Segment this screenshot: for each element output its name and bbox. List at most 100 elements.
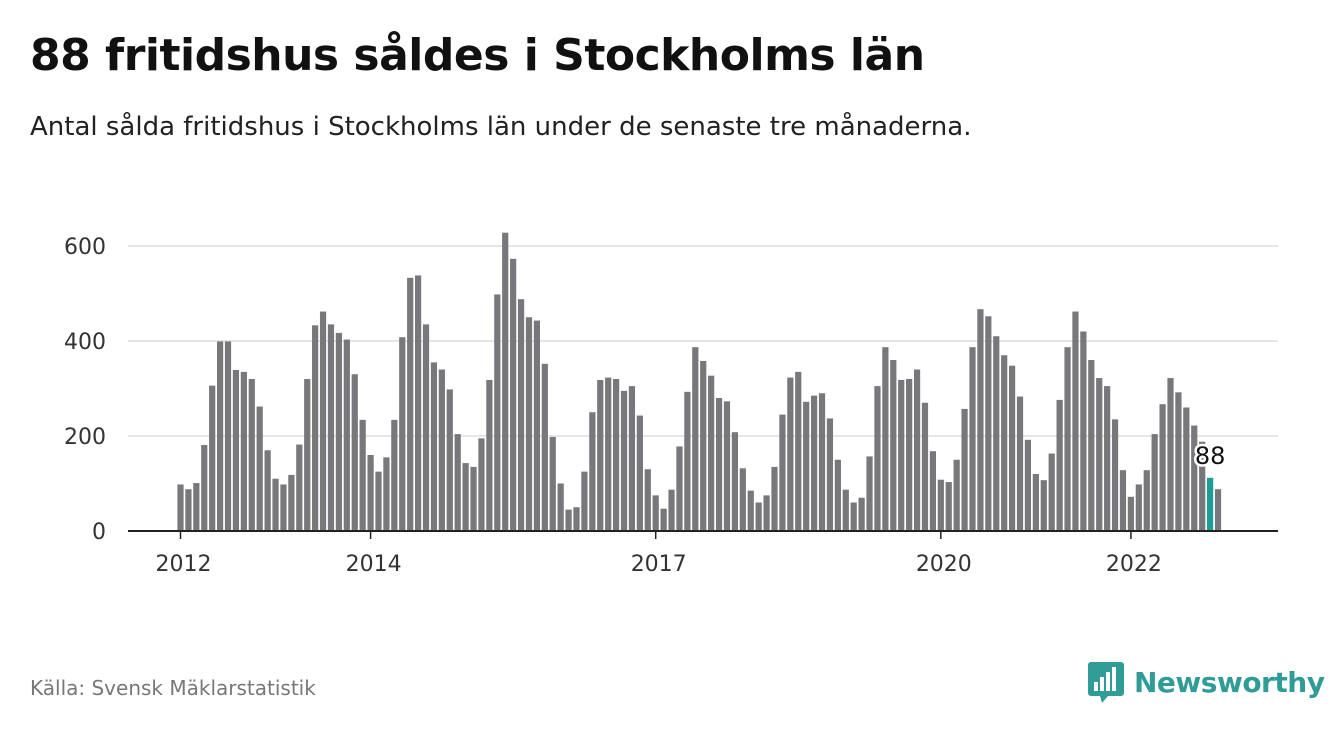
x-tick-label: 2017 bbox=[631, 552, 687, 577]
bar bbox=[185, 489, 192, 531]
bar bbox=[343, 339, 350, 531]
bar bbox=[1183, 407, 1190, 531]
bar bbox=[921, 402, 929, 531]
bar bbox=[961, 408, 968, 531]
bar bbox=[906, 379, 913, 531]
y-tick-label: 400 bbox=[64, 330, 106, 355]
bar-chart: 0 200 400 600 2012 2014 2017 2020 2022 88 bbox=[64, 232, 1278, 577]
bar bbox=[256, 406, 263, 531]
bar bbox=[462, 463, 469, 531]
bar bbox=[890, 360, 897, 531]
bar bbox=[296, 444, 303, 531]
bar bbox=[446, 389, 453, 531]
bar bbox=[430, 362, 438, 531]
bar bbox=[415, 275, 422, 531]
bar bbox=[652, 495, 659, 531]
bar bbox=[708, 375, 715, 531]
bar bbox=[557, 483, 564, 531]
bar bbox=[676, 446, 683, 531]
bar bbox=[597, 379, 604, 531]
bar bbox=[953, 459, 960, 531]
bar bbox=[533, 320, 540, 531]
y-tick-label: 600 bbox=[64, 235, 106, 260]
bar bbox=[312, 325, 319, 531]
bar bbox=[1064, 347, 1071, 531]
bar bbox=[771, 466, 778, 531]
bar bbox=[351, 374, 358, 531]
bar bbox=[763, 495, 770, 531]
bar bbox=[723, 401, 731, 531]
bar bbox=[327, 324, 335, 531]
bar bbox=[335, 332, 342, 531]
bar bbox=[977, 309, 984, 531]
bar bbox=[803, 401, 810, 531]
brand-name: Newsworthy bbox=[1134, 665, 1325, 699]
bar-chart-icon bbox=[1088, 662, 1124, 703]
bar bbox=[684, 391, 691, 531]
bar bbox=[628, 386, 636, 531]
bar bbox=[1024, 439, 1032, 531]
bar bbox=[1159, 404, 1166, 531]
brand-logo[interactable]: Newsworthy bbox=[1088, 660, 1325, 704]
bar bbox=[1032, 474, 1039, 531]
bar bbox=[747, 490, 754, 531]
bar bbox=[224, 341, 232, 531]
bar bbox=[1207, 477, 1214, 531]
bar bbox=[692, 347, 699, 531]
bar bbox=[541, 363, 548, 531]
bar bbox=[581, 471, 588, 531]
bar bbox=[898, 379, 905, 531]
bar bbox=[755, 502, 762, 531]
bar bbox=[1175, 392, 1182, 531]
bar bbox=[1127, 496, 1134, 531]
bar bbox=[502, 232, 509, 531]
bar bbox=[1072, 311, 1079, 531]
bar bbox=[660, 508, 667, 531]
bar bbox=[620, 390, 628, 531]
bar bbox=[858, 497, 865, 531]
bar bbox=[367, 455, 374, 531]
bar bbox=[193, 483, 200, 531]
bar bbox=[945, 482, 952, 531]
bar bbox=[573, 507, 580, 531]
bar bbox=[304, 379, 311, 531]
bar bbox=[993, 336, 1000, 531]
bar bbox=[470, 466, 477, 531]
bar bbox=[1119, 470, 1127, 531]
bar bbox=[787, 377, 794, 531]
bar bbox=[1056, 399, 1063, 531]
x-tick-label: 2014 bbox=[346, 552, 402, 577]
bar bbox=[1048, 453, 1055, 531]
bar bbox=[779, 414, 786, 531]
bar bbox=[731, 432, 738, 531]
bar bbox=[454, 434, 461, 531]
bar bbox=[359, 419, 366, 531]
bar bbox=[272, 478, 279, 531]
axes bbox=[128, 530, 1278, 539]
bar bbox=[319, 311, 327, 531]
bar bbox=[280, 484, 287, 531]
data-label: 88 bbox=[1195, 442, 1226, 470]
bar bbox=[201, 445, 208, 531]
bar bbox=[1096, 378, 1103, 531]
bar bbox=[1167, 378, 1174, 531]
bar bbox=[795, 371, 802, 531]
bar bbox=[478, 438, 485, 531]
bar bbox=[1135, 484, 1142, 531]
x-tick-label: 2012 bbox=[156, 552, 212, 577]
bar bbox=[937, 479, 944, 531]
bar bbox=[565, 509, 572, 531]
bar bbox=[486, 379, 493, 531]
bar bbox=[636, 415, 643, 531]
bar bbox=[1214, 489, 1222, 531]
bar bbox=[739, 468, 746, 531]
bar bbox=[375, 471, 382, 531]
bar bbox=[613, 379, 620, 531]
bar bbox=[288, 474, 295, 531]
bar bbox=[1040, 480, 1047, 531]
y-tick-label: 200 bbox=[64, 425, 106, 450]
bar bbox=[1151, 434, 1158, 531]
bar bbox=[1191, 425, 1198, 531]
bar bbox=[1111, 419, 1119, 531]
x-tick-label: 2020 bbox=[916, 552, 972, 577]
